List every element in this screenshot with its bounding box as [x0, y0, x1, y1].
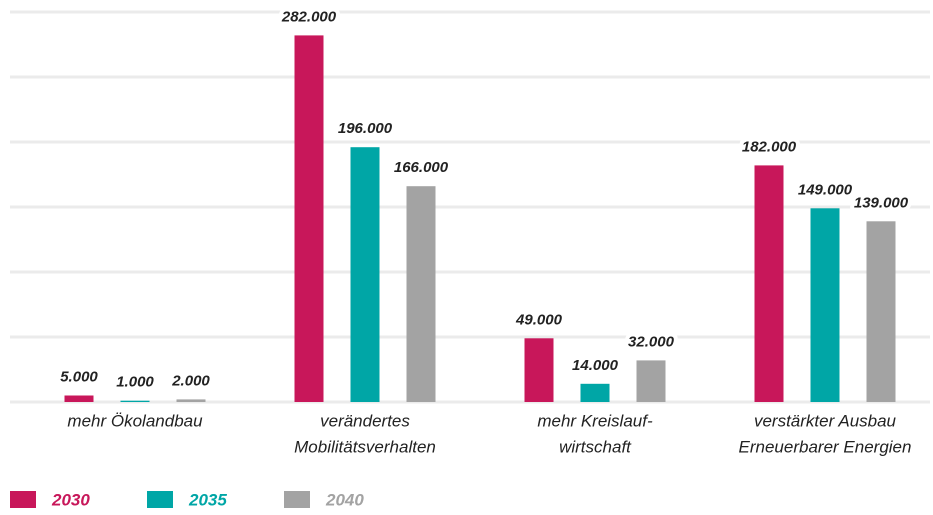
bar: [350, 147, 380, 402]
value-label: 32.000: [628, 333, 675, 350]
value-label: 166.000: [394, 159, 449, 176]
bar: [636, 360, 666, 402]
bar: [580, 383, 610, 402]
bar: [524, 338, 554, 402]
value-label: 1.000: [116, 374, 154, 391]
value-label: 149.000: [798, 181, 853, 198]
x-tick-label: verstärkter Ausbau: [754, 411, 897, 430]
bar: [64, 395, 94, 402]
legend-label: 2035: [188, 490, 227, 509]
bar: [406, 186, 436, 402]
legend-label: 2030: [51, 490, 90, 509]
bar: [810, 208, 840, 402]
bar: [176, 399, 206, 402]
x-tick-label: wirtschaft: [559, 437, 632, 456]
legend-swatch: [284, 491, 310, 508]
bar: [754, 165, 784, 402]
x-tick-label: mehr Ökolandbau: [67, 411, 203, 430]
value-label: 182.000: [742, 138, 797, 155]
value-label: 196.000: [338, 120, 393, 137]
legend-swatch: [147, 491, 173, 508]
value-label: 49.000: [515, 311, 563, 328]
bar: [120, 400, 150, 402]
value-label: 282.000: [281, 8, 337, 25]
legend-label: 2040: [325, 490, 364, 509]
x-tick-label: Mobilitätsverhalten: [294, 437, 436, 456]
bar: [294, 35, 324, 403]
value-label: 139.000: [854, 194, 909, 211]
x-tick-label: verändertes: [320, 411, 410, 430]
x-tick-label: Erneuerbarer Energien: [739, 437, 912, 456]
x-tick-label: mehr Kreislauf-: [537, 411, 653, 430]
value-label: 2.000: [171, 372, 210, 389]
value-label: 5.000: [60, 368, 98, 385]
bar: [866, 221, 896, 402]
legend-swatch: [10, 491, 36, 508]
value-label: 14.000: [572, 357, 619, 374]
